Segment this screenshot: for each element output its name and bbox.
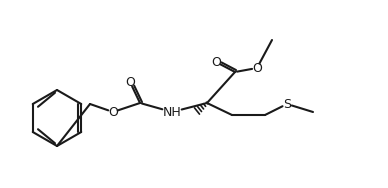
Text: O: O xyxy=(211,55,221,68)
Text: NH: NH xyxy=(163,105,181,118)
Text: O: O xyxy=(108,105,118,118)
Text: O: O xyxy=(125,76,135,89)
Text: S: S xyxy=(283,98,291,111)
Text: O: O xyxy=(252,61,262,74)
